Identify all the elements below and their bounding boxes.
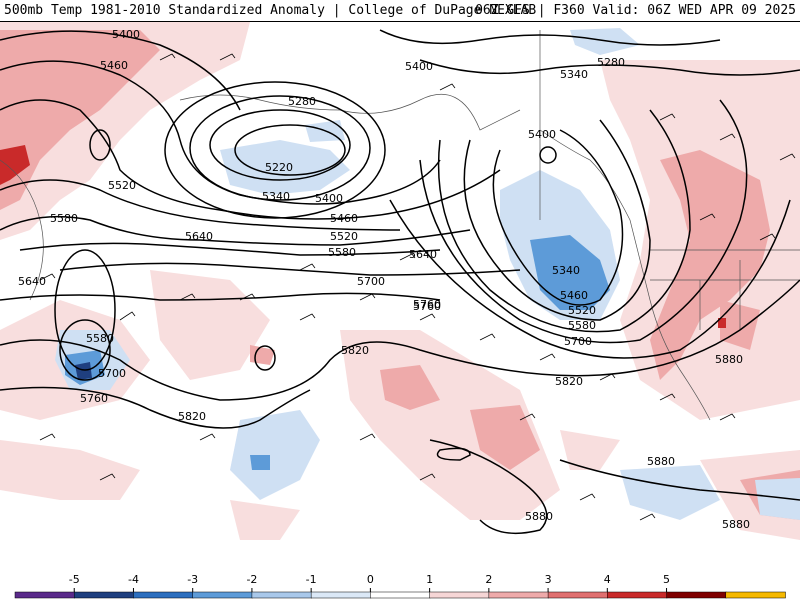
- coastlines: [0, 30, 800, 421]
- contour-label: 5700: [357, 275, 385, 288]
- colorbar-tick-label: -4: [128, 573, 139, 586]
- contour-label: 5580: [50, 212, 78, 225]
- map-header: 500mb Temp 1981-2010 Standardized Anomal…: [0, 0, 800, 22]
- contour-label: 5580: [328, 246, 356, 259]
- colorbar-swatch: [725, 591, 786, 599]
- contour-label: 5340: [262, 190, 290, 203]
- contour-label: 5400: [528, 128, 556, 141]
- colorbar-swatch: [488, 591, 549, 599]
- colorbar-tick-label: -3: [187, 573, 198, 586]
- colorbar-swatches: [14, 591, 786, 599]
- contour-label: 5280: [597, 56, 625, 69]
- contour-label: 5700: [564, 335, 592, 348]
- contour-label: 5820: [341, 344, 369, 357]
- colorbar-swatch: [666, 591, 727, 599]
- colorbar-tick-label: 4: [604, 573, 611, 586]
- contour-label: 5460: [560, 289, 588, 302]
- colorbar-tick-label: -5: [69, 573, 80, 586]
- colorbar-swatch: [310, 591, 372, 599]
- colorbar-ticks: -5 -4 -3 -2 -1 0 1 2 3 4 5: [69, 573, 670, 592]
- contour-label: 5760: [413, 300, 441, 313]
- colorbar-swatch: [370, 591, 431, 599]
- contour-label: 5700: [98, 367, 126, 380]
- contour-label: 5340: [552, 264, 580, 277]
- colorbar-tick-label: -1: [306, 573, 317, 586]
- colorbar-swatch: [607, 591, 668, 599]
- contour-label: 5760: [80, 392, 108, 405]
- colorbar-swatch: [133, 591, 194, 599]
- contour-label: 5640: [409, 248, 437, 261]
- colorbar-tick-label: 1: [426, 573, 433, 586]
- contour-label: 5880: [715, 353, 743, 366]
- contour-label: 5400: [405, 60, 433, 73]
- contour-label: 5520: [108, 179, 136, 192]
- contour-label: 5340: [560, 68, 588, 81]
- colorbar-swatch: [547, 591, 609, 599]
- extreme-warm-anomaly-areas: [0, 145, 726, 328]
- contour-label: 5580: [86, 332, 114, 345]
- colorbar-tick-label: 3: [545, 573, 552, 586]
- contour-label: 5520: [330, 230, 358, 243]
- colorbar-tick-label: -2: [246, 573, 257, 586]
- colorbar-tick-label: 2: [485, 573, 492, 586]
- contour-label: 5820: [178, 410, 206, 423]
- colorbar-legend: -5 -4 -3 -2 -1 0 1 2 3 4 5: [0, 568, 800, 600]
- contour-label: 5520: [568, 304, 596, 317]
- colorbar-tick-label: 0: [367, 573, 374, 586]
- contour-labels: 5400 5460 5520 5580 5640 5400 5280 5220 …: [18, 28, 750, 531]
- extreme-cold-anomaly-areas: [75, 362, 92, 380]
- contour-label: 5400: [112, 28, 140, 41]
- contour-label: 5580: [568, 319, 596, 332]
- run-info: 06Z GFS | F360 Valid: 06Z WED APR 09 202…: [475, 3, 796, 18]
- colorbar-swatch: [73, 591, 135, 599]
- contour-label: 5400: [315, 192, 343, 205]
- colorbar-tick-label: 5: [663, 573, 670, 586]
- contour-label: 5640: [18, 275, 46, 288]
- contour-label: 5760: [413, 298, 441, 311]
- anomaly-map: 5400 5460 5520 5580 5640 5400 5280 5220 …: [0, 22, 800, 568]
- colorbar-swatch: [14, 591, 75, 599]
- contour-label: 5880: [525, 510, 553, 523]
- contour-label: 5220: [265, 161, 293, 174]
- contour-label: 5820: [555, 375, 583, 388]
- contour-label: 5280: [288, 95, 316, 108]
- contour-label: 5460: [100, 59, 128, 72]
- colorbar-swatch: [192, 591, 253, 599]
- colorbar-swatch: [251, 591, 312, 599]
- height-contours: [0, 29, 800, 535]
- contour-label: 5880: [722, 518, 750, 531]
- colorbar-swatch: [429, 591, 490, 599]
- wind-barbs: [39, 53, 796, 521]
- map-title: 500mb Temp 1981-2010 Standardized Anomal…: [4, 3, 537, 18]
- contour-label: 5640: [185, 230, 213, 243]
- contour-label: 5460: [330, 212, 358, 225]
- contour-label: 5880: [647, 455, 675, 468]
